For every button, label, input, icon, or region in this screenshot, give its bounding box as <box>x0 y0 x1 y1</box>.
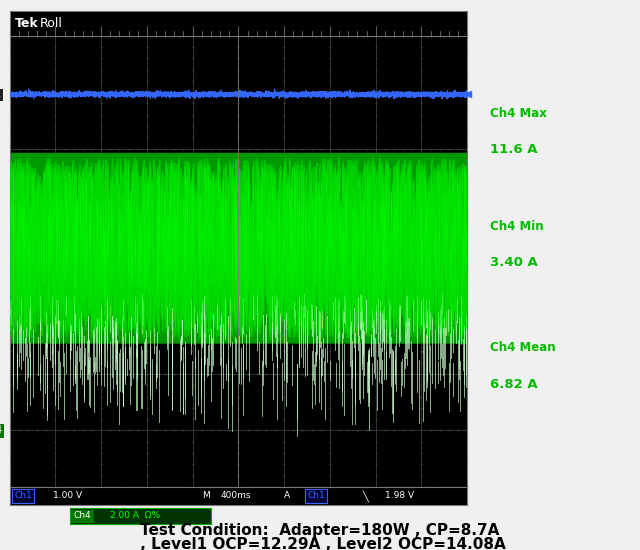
Text: Ch4 Max: Ch4 Max <box>490 107 547 120</box>
Text: , Level1 OCP=12.29A , Level2 OCP=14.08A: , Level1 OCP=12.29A , Level2 OCP=14.08A <box>134 537 506 550</box>
Text: 1: 1 <box>0 90 1 100</box>
Text: Ch1: Ch1 <box>14 491 32 501</box>
Text: [: [ <box>97 19 101 30</box>
Text: 6.82 A: 6.82 A <box>490 377 537 390</box>
Text: M: M <box>202 491 209 501</box>
Text: Ch4 Min: Ch4 Min <box>490 219 543 233</box>
Text: ╲: ╲ <box>362 490 368 502</box>
Text: 2.00 A  Ω%: 2.00 A Ω% <box>110 512 160 520</box>
Text: ]: ] <box>367 19 371 30</box>
Text: 4: 4 <box>0 425 1 436</box>
Text: 400ms: 400ms <box>220 491 251 501</box>
Text: 1.98 V: 1.98 V <box>385 491 414 501</box>
Text: 1.00 V: 1.00 V <box>53 491 82 501</box>
Text: ▼: ▼ <box>234 26 243 36</box>
Text: 3.40 A: 3.40 A <box>490 256 538 269</box>
Text: Ch1: Ch1 <box>307 491 324 501</box>
Text: Roll: Roll <box>39 17 62 30</box>
Text: Test Condition:  Adapter=180W , CP=8.7A: Test Condition: Adapter=180W , CP=8.7A <box>140 522 500 538</box>
Text: Tek: Tek <box>15 17 39 30</box>
Text: 11.6 A: 11.6 A <box>490 143 537 156</box>
Text: Ch4: Ch4 <box>73 512 91 520</box>
Text: A: A <box>284 491 291 501</box>
Text: Ch4 Mean: Ch4 Mean <box>490 342 556 354</box>
